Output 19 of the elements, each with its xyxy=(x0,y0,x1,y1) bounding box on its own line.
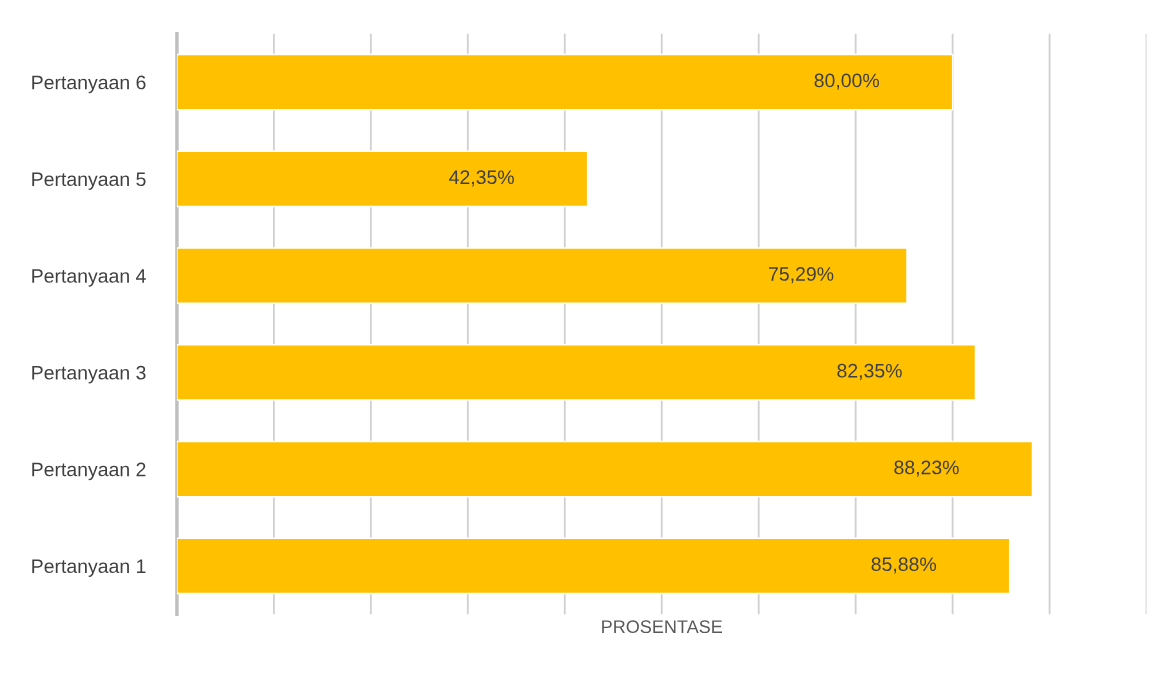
bar xyxy=(176,537,1011,595)
y-tick-label: Pertanyaan 1 xyxy=(32,559,146,577)
bar xyxy=(176,247,908,304)
bar xyxy=(176,53,954,111)
bar xyxy=(176,344,977,401)
y-tick-label: Pertanyaan 4 xyxy=(32,269,146,287)
y-tick-label: Pertanyaan 3 xyxy=(32,365,146,384)
bar xyxy=(176,150,589,208)
y-tick-label: Pertanyaan 2 xyxy=(32,462,146,481)
data-label: 82,35% xyxy=(837,363,902,380)
y-tick-label: Pertanyaan 6 xyxy=(32,75,146,94)
y-tick-label: Pertanyaan 5 xyxy=(32,172,146,190)
data-label: 75,29% xyxy=(769,267,834,284)
data-label: 42,35% xyxy=(449,170,514,187)
data-label: 80,00% xyxy=(814,73,879,90)
data-label: 85,88% xyxy=(871,557,936,574)
x-axis-title: PROSENTASE xyxy=(602,620,722,634)
bar xyxy=(176,440,1034,498)
data-label: 88,23% xyxy=(894,460,959,477)
